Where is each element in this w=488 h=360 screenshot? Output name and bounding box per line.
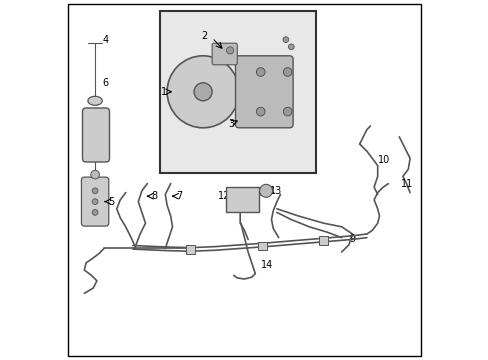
Circle shape (283, 107, 291, 116)
Text: 6: 6 (102, 78, 108, 88)
Circle shape (91, 170, 99, 179)
Circle shape (288, 44, 294, 50)
Circle shape (283, 37, 288, 42)
Bar (160, 11, 316, 173)
Text: 5: 5 (107, 197, 114, 207)
Bar (319, 236, 327, 245)
Circle shape (92, 199, 98, 204)
FancyBboxPatch shape (81, 177, 108, 226)
Text: 12: 12 (217, 191, 230, 201)
Text: 8: 8 (151, 191, 157, 201)
Text: 7: 7 (176, 191, 182, 201)
FancyBboxPatch shape (235, 56, 292, 128)
FancyBboxPatch shape (82, 108, 109, 162)
Circle shape (256, 68, 264, 76)
Circle shape (92, 188, 98, 194)
Text: 14: 14 (260, 260, 272, 270)
Circle shape (167, 56, 239, 128)
Bar (226, 187, 258, 212)
Bar (258, 242, 266, 250)
Circle shape (256, 107, 264, 116)
Bar (186, 245, 194, 254)
Text: 3: 3 (228, 119, 234, 129)
Circle shape (194, 83, 212, 101)
Text: 10: 10 (377, 155, 389, 165)
Text: 13: 13 (269, 186, 282, 196)
Text: 1: 1 (161, 87, 167, 97)
Circle shape (92, 210, 98, 215)
Circle shape (283, 68, 291, 76)
Text: 9: 9 (348, 234, 354, 244)
Text: 4: 4 (102, 35, 108, 45)
Circle shape (259, 184, 272, 197)
FancyBboxPatch shape (212, 43, 237, 65)
Ellipse shape (88, 96, 102, 105)
Text: 2: 2 (201, 31, 207, 41)
Circle shape (226, 47, 233, 54)
Text: 11: 11 (400, 179, 412, 189)
